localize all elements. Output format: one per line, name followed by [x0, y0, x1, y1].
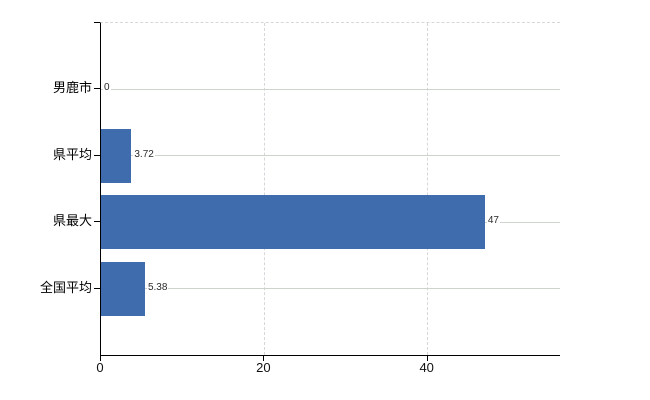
category-label: 全国平均 — [39, 279, 92, 295]
bar — [101, 195, 485, 250]
x-tick-label: 40 — [419, 360, 434, 375]
x-tick-label: 0 — [96, 360, 104, 375]
h-gridline — [101, 155, 560, 157]
bar — [101, 128, 132, 183]
h-gridline — [101, 88, 560, 90]
bar — [101, 261, 145, 316]
category-label: 男鹿市 — [52, 80, 92, 96]
v-gridline — [427, 23, 429, 355]
plot-area: 0 3.72 47 5.38 — [100, 22, 560, 356]
y-axis-tick — [94, 88, 100, 90]
bar-value-label: 0 — [103, 81, 111, 96]
bar-value-label: 3.72 — [133, 147, 155, 162]
y-axis-tick — [94, 221, 100, 223]
x-axis-tick — [426, 356, 428, 361]
x-axis-tick — [100, 356, 101, 361]
y-axis-tick — [94, 287, 100, 289]
x-tick-label: 20 — [256, 360, 271, 375]
x-axis-tick — [263, 356, 265, 361]
y-axis-tick — [94, 22, 100, 23]
category-label: 県平均 — [52, 146, 92, 162]
h-gridline — [101, 288, 560, 290]
category-label: 県最大 — [52, 213, 92, 229]
bar-value-label: 5.38 — [146, 280, 169, 295]
v-gridline — [263, 23, 265, 355]
y-axis-tick — [94, 154, 100, 156]
bar-value-label: 47 — [486, 214, 500, 229]
